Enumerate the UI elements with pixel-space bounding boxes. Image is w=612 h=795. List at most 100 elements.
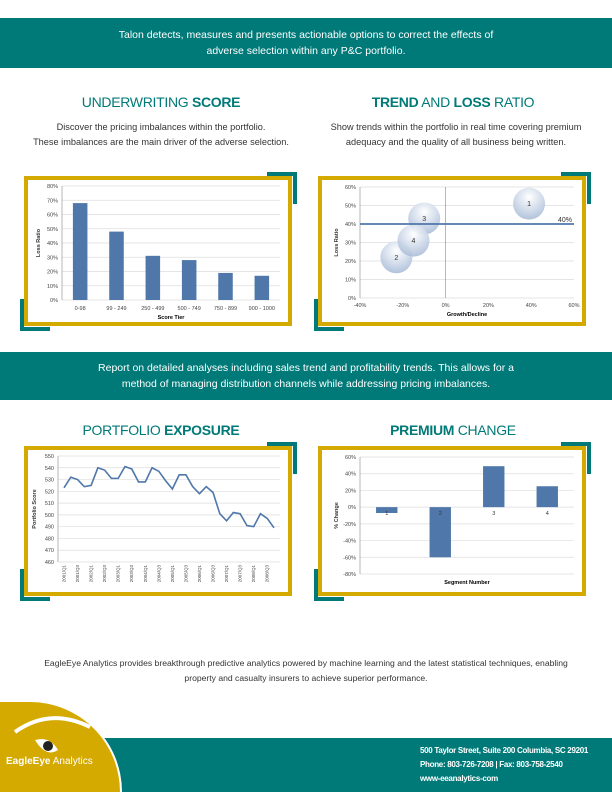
y-axis-label: % Change [334,502,340,529]
x-tick-label: 2001/Q1 [62,565,67,583]
y-tick-label: 520 [45,489,54,495]
y-tick-label: 40% [345,472,356,478]
y-tick-label: 500 [45,513,54,519]
address: 500 Taylor Street, Suite 200 Columbia, S… [420,746,589,755]
x-tick-label: 2004/Q3 [156,565,161,583]
x-tick-label: 2007/Q1 [224,565,229,583]
reference-line-label: 40% [558,217,572,224]
y-tick-label: 60% [345,185,356,191]
bar [483,466,505,508]
x-axis-label: Segment Number [444,580,490,586]
y-axis-label: Loss Ratio [334,228,340,257]
y-axis-label: Loss Ratio [36,228,42,257]
x-tick-label: 2003/Q1 [116,565,121,583]
banner-line: adverse selection within any P&C portfol… [206,45,406,57]
series-line [63,465,275,529]
trend-loss-ratio-title: TREND AND LOSS RATIO [371,94,535,110]
y-tick-label: 510 [45,501,54,507]
x-tick-label: 2003/Q3 [129,565,134,583]
y-tick-label: -80% [343,572,356,578]
y-tick-label: 30% [47,255,58,261]
y-tick-label: 540 [45,466,54,472]
trend-loss-ratio-desc: Show trends within the portfolio in real… [330,122,582,147]
y-tick-label: -40% [343,539,356,545]
bubble-label: 2 [394,255,398,262]
banner-line: Talon detects, measures and presents act… [118,29,494,41]
x-tick-label: 2002/Q1 [89,565,94,583]
trend-loss-ratio-chart: 0% 10% 20% 30% 40% 50% 60% Loss Ratio -40% -20% 0%… [334,185,580,318]
banner-line: Report on detailed analyses including sa… [98,362,514,374]
x-tick-label: 900 - 1000 [249,306,275,312]
y-tick-label: -60% [343,555,356,561]
bubble [513,187,546,220]
x-tick-label: -40% [354,303,367,309]
premium-change-title: PREMIUM CHANGE [390,422,516,438]
x-tick-label: 0-98 [75,306,86,312]
x-tick-label: 500 - 749 [178,306,201,312]
x-tick-label: 2008/Q1 [251,565,256,583]
portfolio-exposure-chart: 460 470 480 490 500 510 520 530 540 550 Portfolio … [32,454,280,583]
y-tick-label: 60% [345,455,356,461]
y-tick-label: 490 [45,525,54,531]
y-tick-label: 550 [45,454,54,460]
x-tick-label: 2004/Q1 [143,565,148,583]
underwriting-score-desc: Discover the pricing imbalances within t… [33,122,289,147]
phone-fax: Phone: 803-726-7208 | Fax: 803-758-2540 [420,760,563,769]
x-tick-label: 2001/Q3 [75,565,80,583]
x-tick-label: 2006/Q3 [211,565,216,583]
x-tick-label: 0% [442,303,450,309]
bar [181,260,197,300]
exposure-chart-card: 460 470 480 490 500 510 520 530 540 550 Portfolio … [20,442,297,601]
bar [536,486,558,508]
x-tick-label: 2007/Q3 [238,565,243,583]
y-tick-label: 70% [47,198,58,204]
bar [145,255,161,300]
x-tick-label: 250 - 499 [141,306,164,312]
x-tick-label: 2002/Q3 [102,565,107,583]
x-tick-label: -20% [396,303,409,309]
y-tick-label: 20% [345,259,356,265]
bubble-label: 3 [422,216,426,223]
top-banner: Talon detects, measures and presents act… [0,18,612,68]
y-tick-label: 80% [47,184,58,190]
y-tick-label: 50% [345,204,356,210]
company-description: EagleEye Analytics provides breakthrough… [44,658,568,683]
x-tick-label: 750 - 899 [214,306,237,312]
portfolio-exposure-title: PORTFOLIO EXPOSURE [82,422,240,438]
bubble-label: 4 [412,238,416,245]
y-tick-label: 0% [50,298,58,304]
x-tick-label: 4 [546,511,549,517]
y-tick-label: 50% [47,227,58,233]
x-tick-label: 2008/Q3 [265,565,270,583]
y-tick-label: 60% [47,213,58,219]
x-tick-label: 2005/Q3 [183,565,188,583]
mid-banner: Report on detailed analyses including sa… [0,352,612,400]
y-tick-label: 20% [345,488,356,494]
y-tick-label: 0% [348,296,356,302]
website-link[interactable]: www-eeanalytics-com [420,774,498,783]
banner-line: method of managing distribution channels… [121,378,491,390]
x-tick-label: 2006/Q1 [197,565,202,583]
y-tick-label: 40% [345,222,356,228]
y-tick-label: 10% [345,278,356,284]
x-axis-label: Growth/Decline [447,312,487,318]
eagle-eye-icon [13,716,91,753]
y-tick-label: 470 [45,548,54,554]
underwriting-chart-card: 0% 10% 20% 30% 40% 50% 60% 70% 80% Loss Ratio 0-98… [20,172,297,331]
x-tick-label: 1 [385,511,388,517]
bar [72,203,88,300]
bubble-label: 1 [527,201,531,208]
premium-change-chart: -80% -60% -40% -20% 0% 20% 40% 60% % Change 1 2 3 4 S… [334,455,574,586]
y-tick-label: 20% [47,270,58,276]
bar [429,507,451,558]
underwriting-score-chart: 0% 10% 20% 30% 40% 50% 60% 70% 80% Loss Ratio 0-98… [36,184,280,321]
contact-info: 500 Taylor Street, Suite 200 Columbia, S… [420,744,606,786]
x-tick-label: 2 [439,511,442,517]
trend-chart-card: 0% 10% 20% 30% 40% 50% 60% Loss Ratio -40% -20% 0%… [314,172,591,331]
x-axis-label: Score Tier [158,315,186,321]
x-tick-label: 40% [526,303,537,309]
logo-text: EagleEye Analytics [6,756,93,767]
bar [109,231,124,300]
x-tick-label: 2005/Q1 [170,565,175,583]
y-tick-label: -20% [343,522,356,528]
